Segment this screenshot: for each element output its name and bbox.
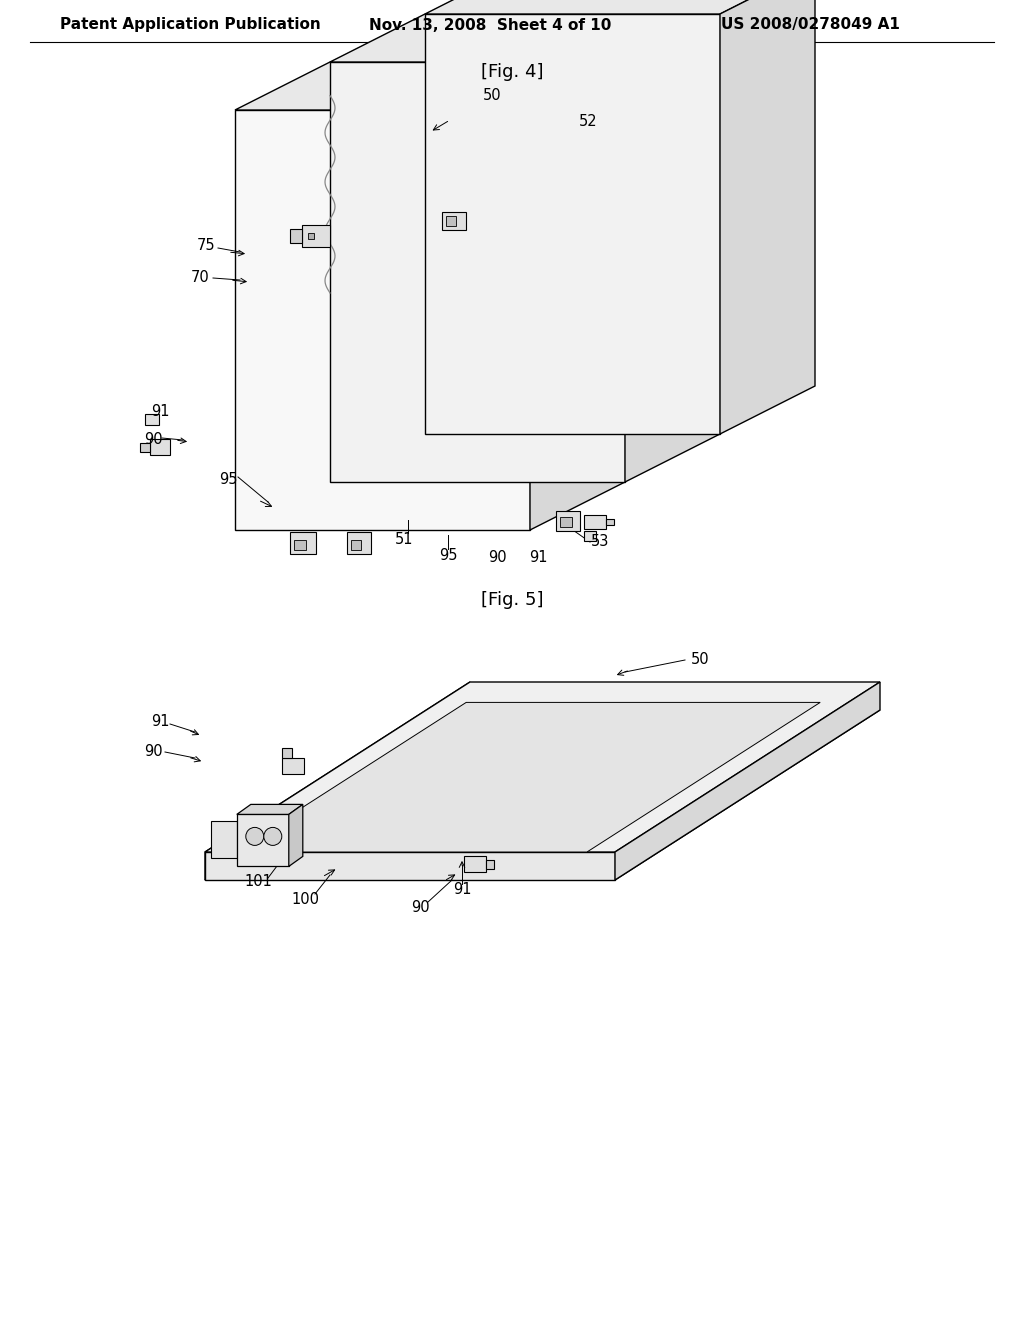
Polygon shape (351, 540, 361, 550)
Polygon shape (486, 859, 495, 869)
Polygon shape (425, 15, 720, 434)
Polygon shape (237, 814, 289, 866)
Polygon shape (560, 517, 572, 527)
Circle shape (246, 828, 264, 845)
Polygon shape (615, 682, 880, 880)
Text: 101: 101 (244, 874, 272, 890)
Text: [Fig. 4]: [Fig. 4] (480, 63, 544, 81)
Polygon shape (606, 519, 614, 525)
Polygon shape (464, 855, 486, 871)
Polygon shape (140, 444, 150, 451)
Polygon shape (347, 532, 371, 554)
Text: 90: 90 (143, 433, 163, 447)
Polygon shape (294, 540, 306, 550)
Polygon shape (625, 15, 720, 482)
Polygon shape (205, 682, 880, 851)
Polygon shape (150, 440, 170, 455)
Polygon shape (720, 0, 815, 434)
Text: US 2008/0278049 A1: US 2008/0278049 A1 (721, 17, 899, 33)
Polygon shape (233, 702, 820, 851)
Polygon shape (234, 62, 625, 110)
Text: 90: 90 (143, 744, 163, 759)
Text: 50: 50 (690, 652, 710, 668)
Text: 91: 91 (528, 550, 547, 565)
Text: [Fig. 5]: [Fig. 5] (480, 591, 544, 609)
Text: 95: 95 (219, 473, 238, 487)
Text: 91: 91 (453, 883, 471, 898)
Polygon shape (283, 747, 292, 758)
Text: 52: 52 (579, 115, 597, 129)
Text: 90: 90 (411, 900, 429, 916)
Polygon shape (145, 414, 159, 425)
Polygon shape (234, 110, 530, 531)
Polygon shape (330, 62, 625, 482)
Text: Nov. 13, 2008  Sheet 4 of 10: Nov. 13, 2008 Sheet 4 of 10 (369, 17, 611, 33)
Polygon shape (330, 15, 720, 62)
Text: 91: 91 (151, 714, 169, 730)
Circle shape (264, 828, 282, 845)
Text: 50: 50 (482, 87, 502, 103)
Text: 100: 100 (291, 892, 319, 908)
Polygon shape (584, 515, 606, 529)
Text: 51: 51 (394, 532, 414, 548)
Polygon shape (556, 511, 580, 531)
Polygon shape (308, 232, 314, 239)
Polygon shape (211, 821, 237, 858)
Polygon shape (205, 682, 470, 880)
Polygon shape (283, 758, 304, 774)
Text: 53: 53 (591, 535, 609, 549)
Text: 90: 90 (487, 550, 506, 565)
Polygon shape (205, 710, 880, 880)
Polygon shape (289, 804, 303, 866)
Text: Patent Application Publication: Patent Application Publication (59, 17, 321, 33)
Text: 70: 70 (191, 271, 210, 285)
Polygon shape (290, 532, 316, 554)
Polygon shape (237, 804, 303, 814)
Polygon shape (584, 531, 596, 541)
Polygon shape (442, 213, 466, 230)
Text: 95: 95 (438, 549, 458, 564)
Polygon shape (425, 0, 815, 15)
Text: 91: 91 (151, 404, 169, 420)
Polygon shape (290, 228, 302, 243)
Polygon shape (205, 851, 615, 880)
Polygon shape (302, 224, 330, 247)
Polygon shape (530, 62, 625, 531)
Polygon shape (446, 216, 456, 226)
Text: 75: 75 (197, 239, 215, 253)
